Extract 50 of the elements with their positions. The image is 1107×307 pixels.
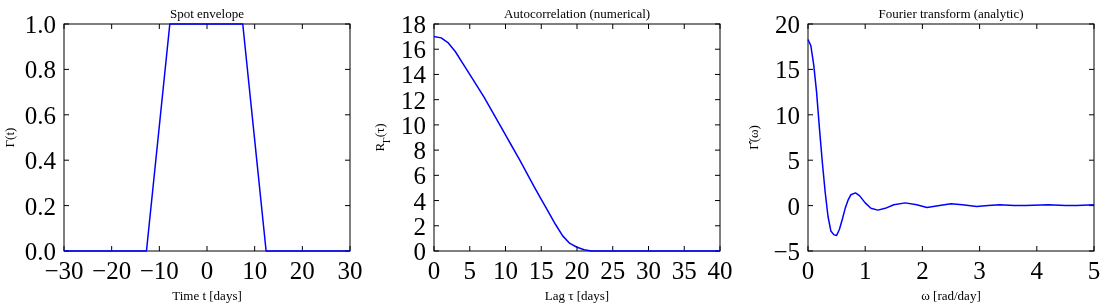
x-tick-label: 0 [200, 257, 214, 284]
x-tick-label: 15 [528, 257, 554, 284]
y-axis-title: Γ̂(ω) [746, 125, 761, 150]
x-axis-title: Lag τ [days] [544, 288, 610, 303]
y-tick-label: −5 [773, 238, 800, 265]
chart-title: Spot envelope [169, 6, 245, 21]
x-tick-label: 4 [1030, 257, 1044, 284]
y-tick-label: 0 [787, 192, 800, 220]
y-tick-label: 10 [401, 111, 426, 139]
x-tick-label: 5 [463, 257, 476, 284]
x-tick-label: 3 [973, 257, 986, 284]
y-tick-label: 0 [413, 238, 426, 265]
chart-title: Autocorrelation (numerical) [503, 6, 651, 21]
y-tick-label: 0.4 [24, 147, 57, 175]
x-tick-label: 35 [671, 257, 697, 284]
y-tick-label: 8 [413, 137, 426, 165]
y-tick-label: 10 [775, 101, 800, 129]
x-tick-label: −10 [139, 257, 179, 284]
y-tick-label: 16 [401, 36, 426, 64]
y-tick-label: 4 [413, 187, 427, 215]
y-tick-label: 5 [787, 147, 800, 175]
y-tick-label: 20 [775, 11, 800, 38]
y-tick-label: 14 [401, 61, 427, 89]
x-tick-label: 5 [1087, 257, 1101, 284]
x-tick-label: 20 [289, 257, 315, 284]
chart-title: Fourier transform (analytic) [878, 6, 1024, 21]
y-tick-label: 1.0 [24, 11, 56, 38]
x-tick-label: 10 [493, 257, 518, 284]
x-tick-label: −20 [92, 257, 132, 284]
y-tick-label: 12 [401, 86, 426, 114]
x-tick-label: 25 [600, 257, 626, 284]
x-tick-label: 30 [636, 257, 661, 284]
x-axis-title: Time t [days] [172, 288, 242, 303]
y-tick-label: 2 [413, 212, 426, 240]
x-tick-label: 10 [242, 257, 268, 284]
x-tick-label: 2 [916, 257, 929, 284]
y-tick-label: 0.2 [24, 192, 56, 220]
y-tick-label: 0.6 [24, 101, 56, 129]
x-axis-title: ω [rad/day] [921, 288, 981, 303]
y-tick-label: 15 [775, 56, 800, 84]
y-axis-title: Γ(t) [2, 127, 17, 148]
y-tick-label: 0.8 [24, 56, 56, 84]
y-tick-label: 6 [413, 162, 426, 190]
x-tick-label: 1 [858, 257, 872, 284]
y-tick-label: 18 [401, 11, 426, 38]
line-series [807, 38, 1095, 237]
line-series [433, 35, 721, 252]
x-tick-label: 40 [707, 257, 733, 284]
x-tick-label: 30 [337, 257, 363, 284]
x-tick-label: 20 [564, 257, 590, 284]
